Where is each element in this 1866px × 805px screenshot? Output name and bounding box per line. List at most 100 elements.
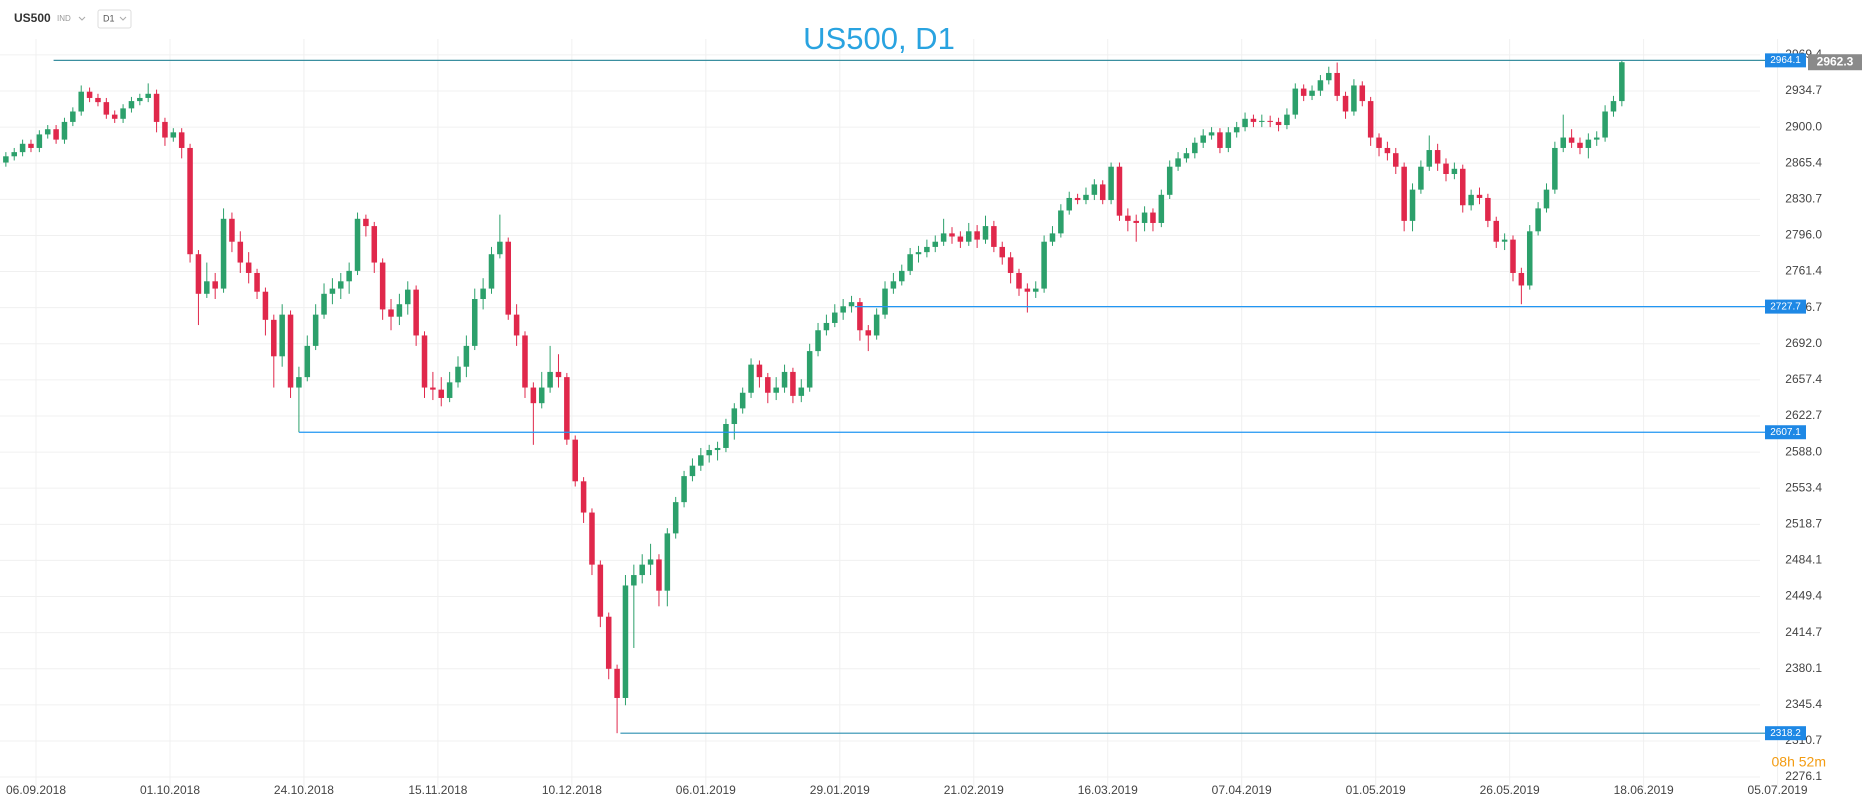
candle-body [815,330,821,352]
candle-body [61,121,68,140]
candle-body [1393,153,1399,167]
candle-body [1292,88,1299,115]
candle-body [1619,62,1625,102]
y-tick-label: 2622.7 [1785,408,1822,422]
candle-body [430,387,436,390]
candle-body [957,236,964,242]
candle-body [857,302,863,331]
candle-body [421,335,428,388]
candle-body [1300,88,1307,96]
candle-body [178,132,185,148]
candle-body [1577,142,1583,148]
y-tick-label: 2865.4 [1785,155,1822,169]
y-tick-label: 2900.0 [1785,119,1822,133]
candle-body [497,241,503,255]
candle-body [103,102,110,115]
candle-body [1401,166,1407,221]
candle-body [1342,95,1349,112]
candle-body [413,289,419,336]
candle-body [78,91,84,112]
candle-body [388,309,394,317]
candle-body [1510,239,1516,273]
countdown: 08h 52m [1772,754,1826,770]
candle-body [480,288,486,300]
timeframe[interactable]: D1 [103,13,115,23]
market[interactable]: IND [57,14,71,23]
candle-body [212,281,218,289]
candle-body [471,299,478,346]
candle-body [1192,142,1198,154]
candle-body [1443,163,1449,175]
candle-body [513,314,520,336]
candle-body [1451,168,1458,175]
candle-body [1501,239,1508,242]
candle-body [1376,137,1382,148]
candle-body [505,241,512,315]
candle-body [639,564,645,576]
x-tick-label: 15.11.2018 [408,783,467,797]
candle-body [580,481,587,513]
x-tick-label: 18.06.2019 [1614,783,1674,797]
candle-body [731,408,738,425]
candle-body [1526,231,1533,286]
candle-body [1602,111,1608,138]
candle-body [229,218,235,242]
y-tick-label: 2414.7 [1785,625,1822,639]
y-tick-label: 2692.0 [1785,336,1822,350]
candle-body [1560,137,1566,148]
x-tick-label: 24.10.2018 [274,783,334,797]
candle-body [145,93,151,98]
candle-body [237,241,244,263]
candle-body [312,314,319,346]
candle-body [354,218,361,271]
candle-body [405,289,411,305]
chart-title: US500, D1 [803,21,955,56]
candle-body [1108,166,1114,201]
y-tick-label: 2796.0 [1785,228,1822,242]
y-tick-label: 2276.1 [1785,769,1822,783]
candle-body [70,111,76,122]
candle-body [589,512,595,565]
candle-body [1610,101,1617,112]
x-tick-label: 07.04.2019 [1212,783,1272,797]
y-tick-label: 2380.1 [1785,661,1822,675]
candle-body [555,371,562,378]
symbol[interactable]: US500 [14,11,51,25]
y-tick-label: 2934.7 [1785,83,1822,97]
level-label-box [1765,726,1806,741]
candle-body [538,387,545,404]
candle-body [1183,153,1190,159]
candle-body [1284,114,1290,126]
candle-body [1074,197,1081,201]
candle-body [1091,184,1098,195]
candle-body [940,233,947,242]
candle-body [1384,147,1391,154]
candle-body [463,345,470,367]
candle-body [714,447,721,451]
candle-body [597,564,604,617]
candle-body [982,226,989,240]
candle-body [346,270,352,282]
candle-body [296,377,302,388]
candle-body [1568,137,1575,143]
candle-body [991,226,997,247]
candle-body [363,218,369,227]
candle-body [120,108,126,119]
level-label: 2964.1 [1770,55,1801,66]
candle-body [1049,233,1056,242]
candle-body [605,616,612,669]
candle-body [1409,189,1416,221]
candle-body [262,291,269,320]
candle-body [781,371,788,388]
candle-body [882,288,888,315]
timeframe-select[interactable] [97,9,132,29]
candle-body [1418,166,1424,190]
candle-body [329,288,336,294]
candle-body [1267,120,1273,122]
candle-body [204,281,210,294]
candle-body [1016,272,1022,289]
candle-body [44,129,51,135]
candle-body [1518,272,1525,286]
